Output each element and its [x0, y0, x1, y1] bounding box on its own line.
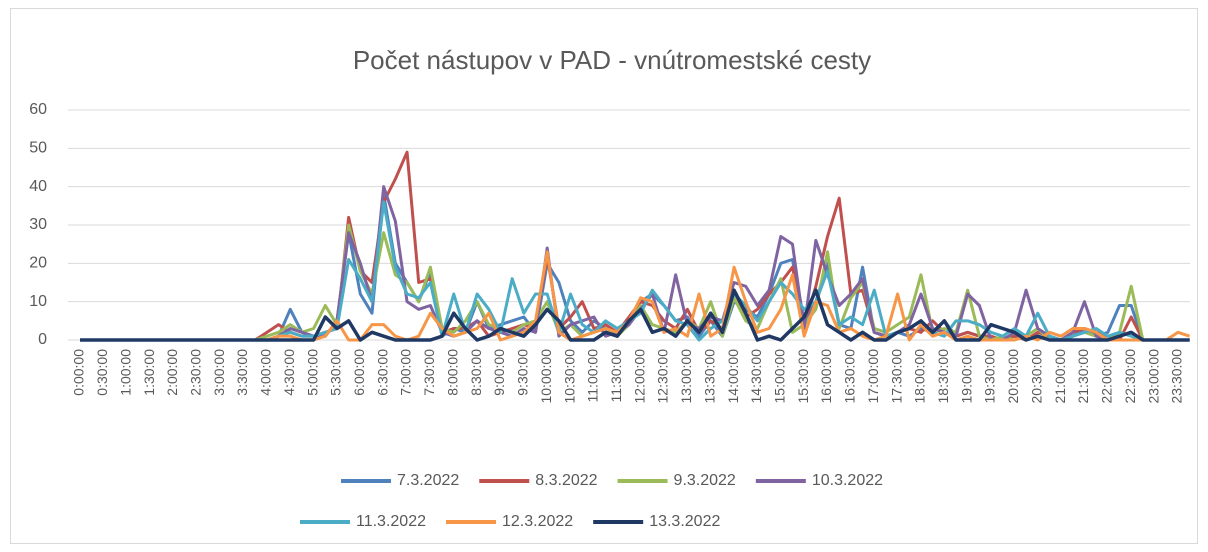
legend-item: 10.3.2022 — [755, 472, 883, 489]
x-tick-label: 2:00:00 — [164, 349, 180, 396]
legend-label: 11.3.2022 — [356, 513, 426, 530]
x-tick-label: 7:00:00 — [398, 349, 414, 396]
legend-item: 8.3.2022 — [479, 472, 598, 489]
x-tick-label: 11:00:00 — [585, 349, 601, 403]
legend-item: 9.3.2022 — [617, 472, 736, 489]
x-tick-label: 23:00:00 — [1145, 349, 1161, 404]
legend-label: 10.3.2022 — [812, 472, 883, 489]
x-tick-label: 2:30:00 — [188, 349, 204, 396]
x-tick-label: 12:30:00 — [655, 349, 671, 404]
legend-label: 8.3.2022 — [535, 472, 597, 489]
x-tick-label: 13:00:00 — [678, 349, 694, 404]
y-tick-label: 10 — [29, 293, 47, 310]
x-tick-label: 5:30:00 — [328, 349, 344, 396]
x-tick-label: 19:00:00 — [958, 349, 974, 404]
x-tick-label: 10:00:00 — [538, 349, 554, 404]
x-tick-label: 15:30:00 — [795, 349, 811, 404]
x-tick-label: 13:30:00 — [701, 349, 717, 404]
x-tick-label: 19:30:00 — [982, 349, 998, 404]
x-tick-label: 18:30:00 — [935, 349, 951, 404]
legend-label: 13.3.2022 — [649, 513, 720, 530]
x-tick-label: 22:30:00 — [1122, 349, 1138, 404]
chart-border — [10, 8, 1198, 544]
x-tick-label: 20:30:00 — [1028, 349, 1044, 404]
x-tick-label: 21:30:00 — [1075, 349, 1091, 404]
x-tick-label: 9:30:00 — [515, 349, 531, 396]
x-tick-label: 17:00:00 — [865, 349, 881, 404]
x-tick-label: 3:30:00 — [234, 349, 250, 396]
legend-item: 11.3.2022 — [300, 513, 426, 530]
x-tick-label: 8:30:00 — [468, 349, 484, 396]
y-tick-label: 50 — [29, 140, 47, 157]
legend-item: 7.3.2022 — [340, 472, 459, 489]
x-tick-label: 12:00:00 — [631, 349, 647, 404]
legend-item: 13.3.2022 — [593, 513, 720, 530]
x-tick-label: 1:00:00 — [117, 349, 133, 396]
x-tick-label: 21:00:00 — [1052, 349, 1068, 404]
x-tick-label: 8:00:00 — [444, 349, 460, 396]
x-tick-label: 23:30:00 — [1169, 349, 1185, 404]
y-tick-label: 40 — [29, 178, 47, 195]
x-tick-label: 14:00:00 — [725, 349, 741, 404]
x-tick-label: 22:00:00 — [1099, 349, 1115, 404]
legend-label: 9.3.2022 — [674, 472, 736, 489]
x-tick-label: 17:30:00 — [888, 349, 904, 404]
x-tick-label: 3:00:00 — [211, 349, 227, 396]
y-tick-label: 0 — [38, 331, 47, 348]
chart-title: Počet nástupov v PAD - vnútromestské ces… — [353, 45, 871, 75]
x-tick-label: 20:00:00 — [1005, 349, 1021, 404]
x-tick-label: 6:30:00 — [374, 349, 390, 396]
y-tick-label: 30 — [29, 216, 47, 233]
x-tick-label: 6:00:00 — [351, 349, 367, 396]
series-line — [80, 288, 1190, 342]
x-tick-label: 4:30:00 — [281, 349, 297, 396]
x-tick-label: 11:30:00 — [608, 349, 624, 403]
x-tick-label: 14:30:00 — [748, 349, 764, 404]
x-tick-label: 16:00:00 — [818, 349, 834, 404]
x-tick-label: 0:00:00 — [71, 349, 87, 396]
x-tick-label: 5:00:00 — [304, 349, 320, 396]
legend-label: 7.3.2022 — [397, 472, 459, 489]
legend-item: 12.3.2022 — [446, 513, 573, 530]
x-tick-label: 16:30:00 — [842, 349, 858, 404]
x-tick-label: 18:00:00 — [912, 349, 928, 404]
x-tick-label: 7:30:00 — [421, 349, 437, 396]
y-tick-label: 20 — [29, 255, 47, 272]
x-tick-label: 1:30:00 — [141, 349, 157, 396]
x-tick-label: 0:30:00 — [94, 349, 110, 396]
x-tick-label: 9:00:00 — [491, 349, 507, 396]
y-tick-label: 60 — [29, 101, 47, 118]
x-tick-label: 15:00:00 — [772, 349, 788, 404]
legend-label: 12.3.2022 — [502, 513, 573, 530]
x-tick-label: 10:30:00 — [561, 349, 577, 404]
x-tick-label: 4:00:00 — [258, 349, 274, 396]
